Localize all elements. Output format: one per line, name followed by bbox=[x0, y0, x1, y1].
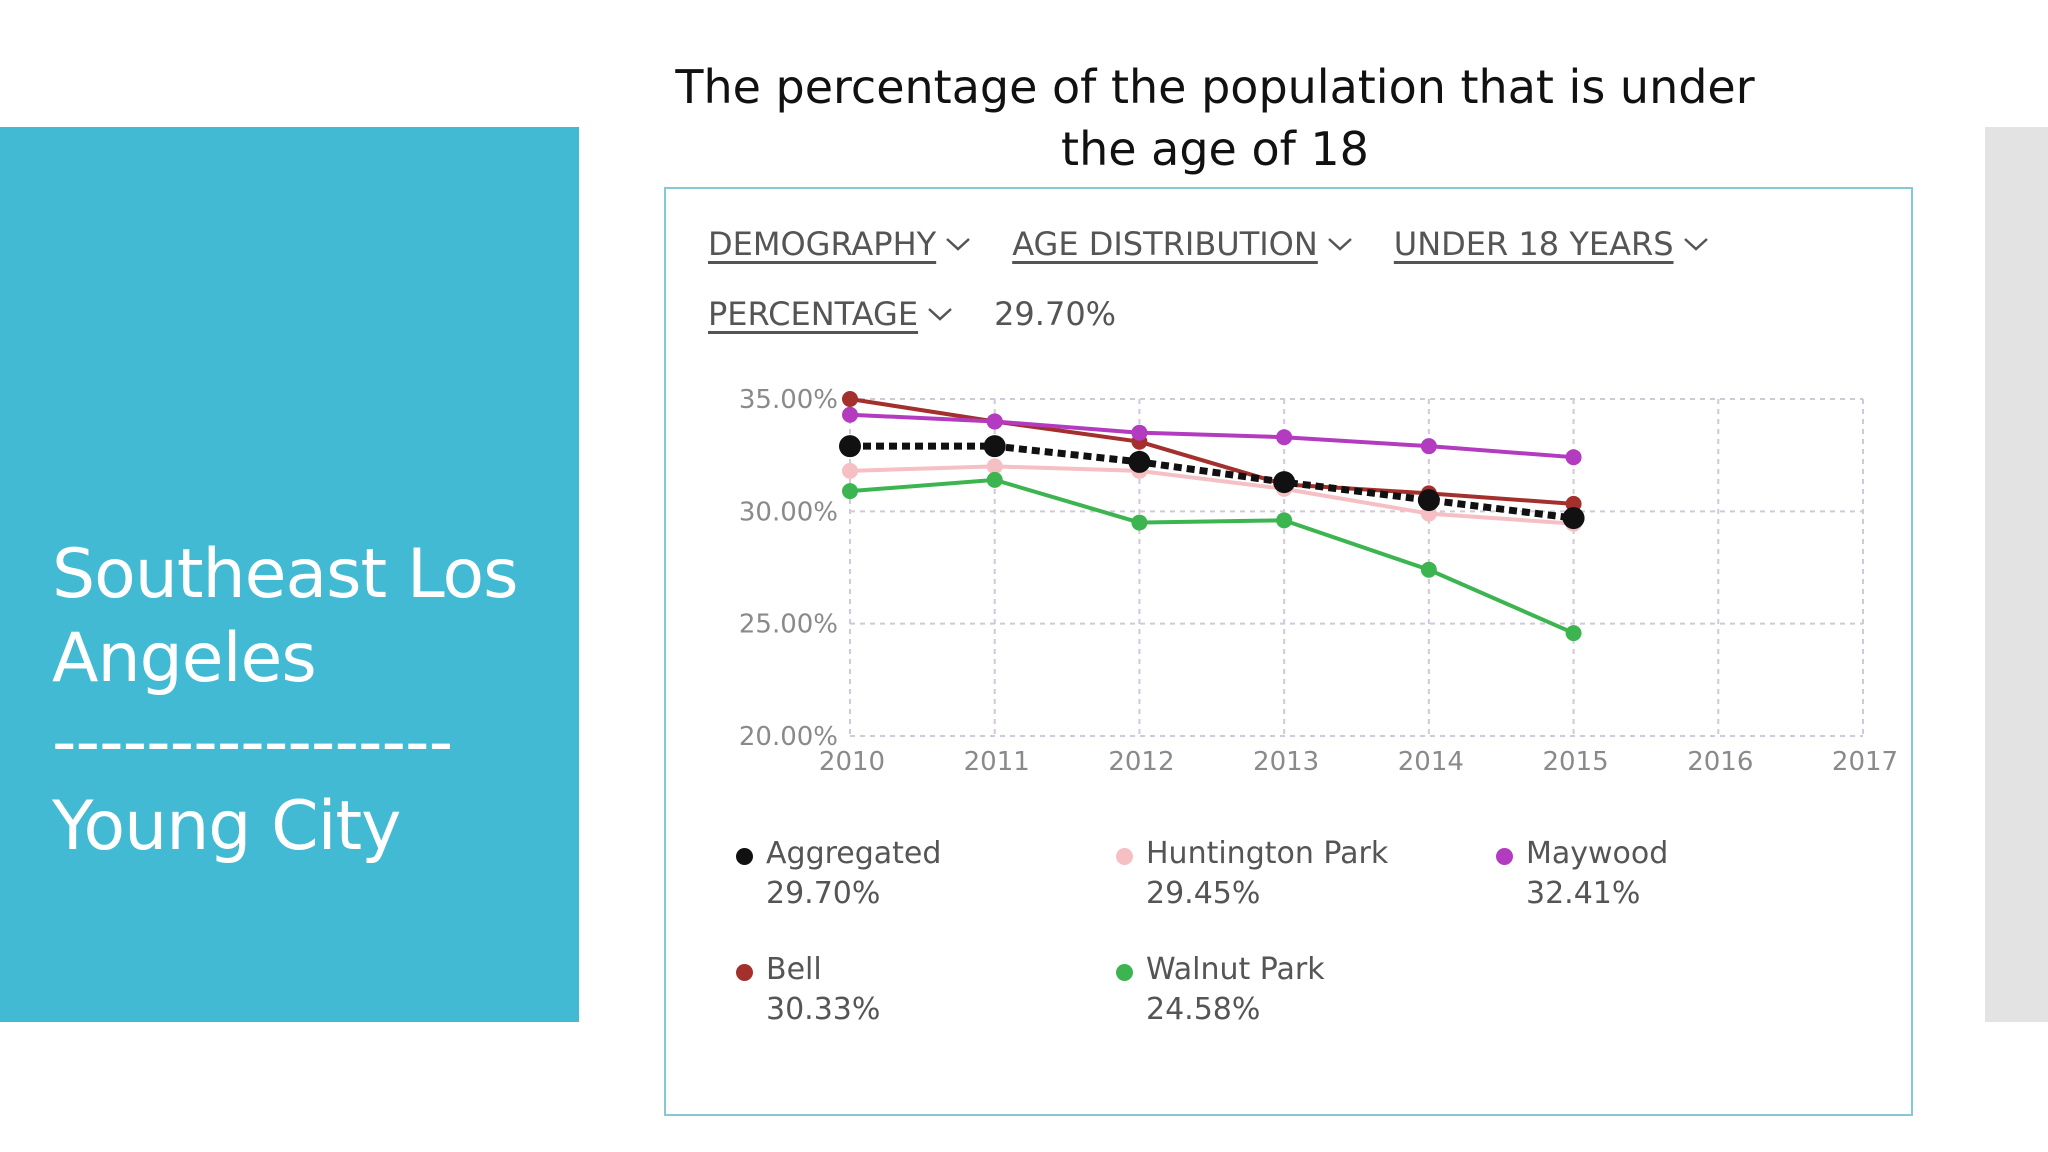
x-tick-label: 2015 bbox=[1542, 747, 1608, 777]
chart-widget: DEMOGRAPHY AGE DISTRIBUTION UNDER 18 YEA… bbox=[664, 187, 1913, 1116]
data-point-aggregated bbox=[1417, 489, 1440, 512]
heading-line-1: The percentage of the population that is… bbox=[675, 60, 1755, 114]
legend-item-bell[interactable]: Bell 30.33% bbox=[736, 950, 1126, 1030]
legend-series-value: 30.33% bbox=[766, 992, 881, 1027]
title-line-2: Angeles bbox=[52, 619, 317, 698]
percentage-label: PERCENTAGE bbox=[708, 295, 919, 333]
series-line-bell bbox=[849, 397, 1574, 506]
age-distribution-dropdown[interactable]: AGE DISTRIBUTION bbox=[1012, 225, 1354, 263]
legend-marker bbox=[1496, 848, 1513, 865]
slide-title: Southeast Los Angeles ----------------- … bbox=[52, 533, 572, 869]
legend-series-value: 32.41% bbox=[1526, 876, 1641, 911]
y-tick-label: 20.00% bbox=[739, 722, 838, 752]
y-tick-label: 35.00% bbox=[739, 385, 838, 415]
series-line-maywood bbox=[849, 412, 1574, 460]
data-point-aggregated bbox=[1128, 450, 1151, 473]
chevron-down-icon bbox=[1683, 238, 1708, 251]
legend-item-maywood[interactable]: Maywood 32.41% bbox=[1496, 834, 1886, 914]
filter-row-1: DEMOGRAPHY AGE DISTRIBUTION UNDER 18 YEA… bbox=[708, 209, 1868, 279]
heading-line-2: the age of 18 bbox=[1061, 122, 1369, 176]
data-point-bell bbox=[842, 391, 858, 407]
x-tick-label: 2014 bbox=[1398, 747, 1464, 777]
age-distribution-label: AGE DISTRIBUTION bbox=[1012, 225, 1318, 263]
chevron-down-icon bbox=[1327, 238, 1352, 251]
data-point-maywood bbox=[1276, 429, 1293, 446]
slide-subtitle: Young City bbox=[52, 787, 401, 866]
legend-series-value: 29.45% bbox=[1146, 876, 1261, 911]
filter-bar: DEMOGRAPHY AGE DISTRIBUTION UNDER 18 YEA… bbox=[708, 209, 1868, 349]
legend-item-walnut-park[interactable]: Walnut Park 24.58% bbox=[1116, 950, 1506, 1030]
data-point-huntington-park bbox=[986, 458, 1003, 475]
y-tick-label: 30.00% bbox=[739, 497, 838, 527]
legend-series-value: 24.58% bbox=[1146, 992, 1261, 1027]
x-tick-label: 2012 bbox=[1108, 747, 1174, 777]
data-point-walnut-park bbox=[1276, 512, 1293, 529]
data-point-maywood bbox=[1420, 438, 1437, 455]
filter-row-2: PERCENTAGE 29.70% bbox=[708, 279, 1868, 349]
data-point-maywood bbox=[986, 413, 1003, 430]
demography-dropdown[interactable]: DEMOGRAPHY bbox=[708, 225, 972, 263]
legend-marker bbox=[736, 964, 753, 981]
data-point-aggregated bbox=[1273, 471, 1296, 494]
under-18-dropdown[interactable]: UNDER 18 YEARS bbox=[1394, 225, 1710, 263]
series-line-aggregated bbox=[850, 442, 1575, 522]
legend-series-name: Aggregated bbox=[766, 836, 942, 871]
title-line-1: Southeast Los bbox=[52, 535, 519, 614]
chart-heading: The percentage of the population that is… bbox=[660, 56, 1770, 180]
legend-marker bbox=[736, 848, 753, 865]
chevron-down-icon bbox=[946, 238, 971, 251]
under-18-label: UNDER 18 YEARS bbox=[1393, 225, 1674, 263]
x-tick-label: 2013 bbox=[1253, 747, 1319, 777]
demography-label: DEMOGRAPHY bbox=[708, 225, 937, 263]
legend-series-name: Walnut Park bbox=[1146, 952, 1325, 987]
percentage-dropdown[interactable]: PERCENTAGE bbox=[708, 295, 954, 333]
data-point-walnut-park bbox=[1420, 561, 1437, 578]
line-chart: 20.00% 25.00% 30.00% 35.00% 2010 2011 2012 2013… bbox=[739, 385, 1898, 777]
y-tick-label: 25.00% bbox=[739, 610, 838, 640]
data-point-walnut-park bbox=[1131, 514, 1148, 531]
title-panel: Southeast Los Angeles ----------------- … bbox=[0, 127, 579, 1022]
x-tick-label: 2011 bbox=[964, 747, 1030, 777]
title-divider: ----------------- bbox=[52, 703, 453, 782]
legend-series-value: 29.70% bbox=[766, 876, 881, 911]
legend-item-huntington-park[interactable]: Huntington Park 29.45% bbox=[1116, 834, 1506, 914]
current-value: 29.70% bbox=[994, 295, 1117, 333]
data-point-maywood bbox=[1131, 424, 1148, 441]
x-tick-label: 2016 bbox=[1687, 747, 1753, 777]
data-point-huntington-park bbox=[842, 462, 858, 479]
legend-marker bbox=[1116, 848, 1133, 865]
legend-series-name: Maywood bbox=[1526, 836, 1669, 871]
data-point-aggregated bbox=[983, 435, 1006, 458]
side-accent-panel bbox=[1985, 127, 2048, 1022]
legend-series-name: Huntington Park bbox=[1146, 836, 1389, 871]
data-point-maywood bbox=[842, 406, 858, 423]
legend-marker bbox=[1116, 964, 1133, 981]
legend-item-aggregated[interactable]: Aggregated 29.70% bbox=[736, 834, 1126, 914]
data-point-walnut-park bbox=[986, 471, 1003, 488]
series-line-huntington-park bbox=[849, 464, 1574, 526]
x-tick-label: 2017 bbox=[1832, 747, 1898, 777]
data-point-walnut-park bbox=[842, 483, 858, 500]
x-tick-label: 2010 bbox=[819, 747, 885, 777]
chevron-down-icon bbox=[928, 308, 952, 321]
legend-series-name: Bell bbox=[766, 952, 822, 987]
series-line-walnut-park bbox=[849, 477, 1575, 635]
data-point-walnut-park bbox=[1565, 625, 1582, 642]
data-point-aggregated bbox=[1562, 507, 1585, 530]
data-point-maywood bbox=[1565, 449, 1582, 466]
data-point-aggregated bbox=[839, 435, 861, 458]
